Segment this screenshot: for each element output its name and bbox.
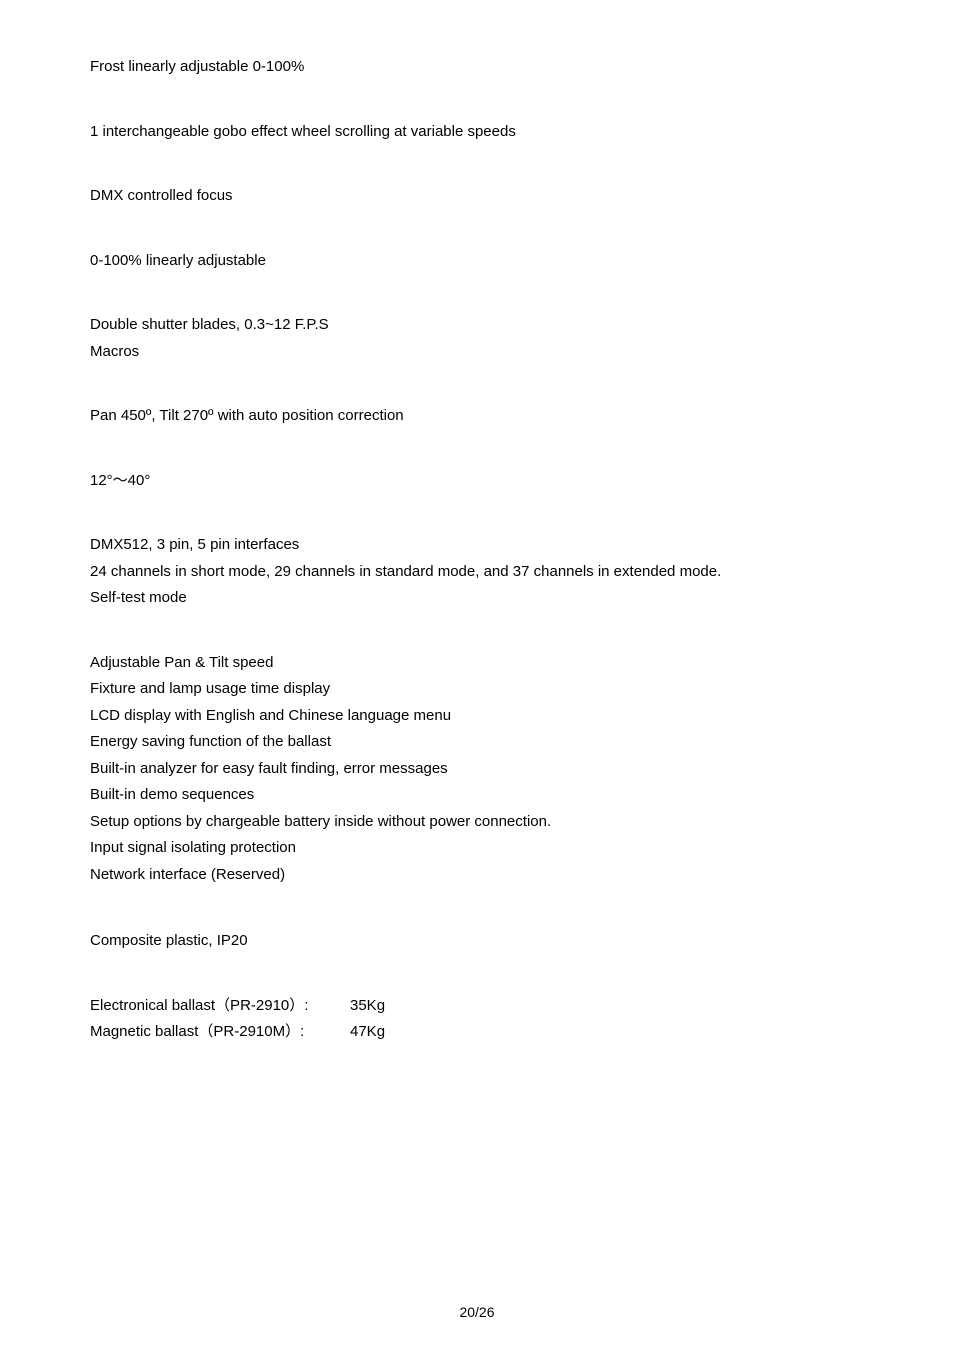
text-line: 0-100% linearly adjustable [90, 250, 864, 273]
weight-label: Electronical ballast（PR-2910）: [90, 995, 350, 1018]
text-line: DMX512, 3 pin, 5 pin interfaces [90, 534, 864, 557]
text-line: Self-test mode [90, 587, 864, 610]
text-line: Adjustable Pan & Tilt speed [90, 652, 864, 675]
page-number: 20/26 [0, 1304, 954, 1320]
weight-row: Electronical ballast（PR-2910）: 35Kg [90, 995, 864, 1018]
weight-value: 47Kg [350, 1021, 385, 1044]
text-line: Frost linearly adjustable 0-100% [90, 56, 864, 79]
text-line: Double shutter blades, 0.3~12 F.P.S [90, 314, 864, 337]
text-line: Macros [90, 341, 864, 364]
weight-label: Magnetic ballast（PR-2910M）: [90, 1021, 350, 1044]
text-line: DMX controlled focus [90, 185, 864, 208]
weight-row: Magnetic ballast（PR-2910M）: 47Kg [90, 1021, 864, 1044]
text-line: 12°～40° [90, 470, 864, 493]
text-line: 24 channels in short mode, 29 channels i… [90, 561, 864, 584]
text-line: Built-in analyzer for easy fault finding… [90, 758, 864, 781]
text-line: Setup options by chargeable battery insi… [90, 811, 864, 834]
text-line: Built-in demo sequences [90, 784, 864, 807]
text-line: Composite plastic, IP20 [90, 930, 864, 953]
text-line: Fixture and lamp usage time display [90, 678, 864, 701]
text-line: Energy saving function of the ballast [90, 731, 864, 754]
weight-value: 35Kg [350, 995, 385, 1018]
text-line: Pan 450º, Tilt 270º with auto position c… [90, 405, 864, 428]
text-line: Input signal isolating protection [90, 837, 864, 860]
text-line: LCD display with English and Chinese lan… [90, 705, 864, 728]
text-line: 1 interchangeable gobo effect wheel scro… [90, 121, 864, 144]
document-page: Frost linearly adjustable 0-100% 1 inter… [0, 0, 954, 1350]
text-line: Network interface (Reserved) [90, 864, 864, 887]
